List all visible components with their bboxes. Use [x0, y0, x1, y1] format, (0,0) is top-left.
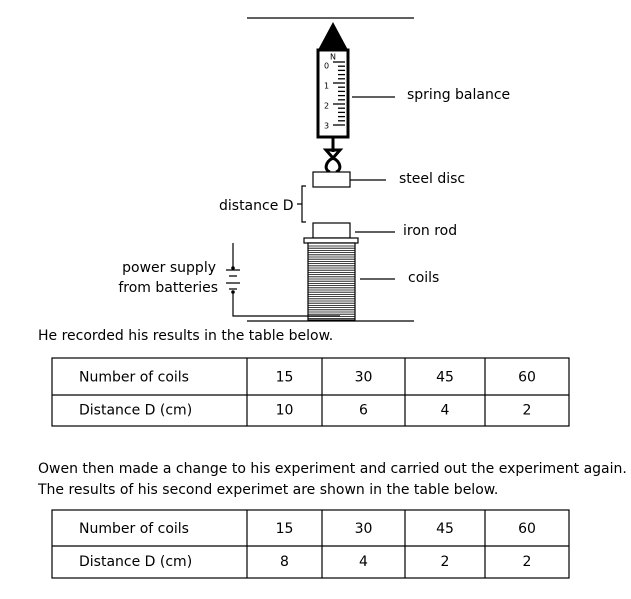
scale-unit: N [330, 53, 336, 62]
table: Number of coils 15 30 45 60 Distance D (cm) 10… [51, 357, 570, 427]
spring-balance [316, 48, 350, 139]
cell: 45 [436, 521, 454, 537]
table-border [51, 357, 570, 427]
paragraph: Owen then made a change to his experimen… [38, 461, 627, 477]
iron-rod [312, 222, 351, 239]
row-header: Distance D (cm) [79, 554, 192, 570]
cell: 30 [355, 521, 373, 537]
terminal [231, 266, 235, 270]
steel-disc [312, 171, 351, 188]
scale-number: 2 [324, 102, 329, 111]
paragraph: He recorded his results in the table bel… [38, 328, 333, 344]
battery-wire [226, 243, 340, 317]
cell: 4 [359, 554, 368, 570]
coil-flange [303, 237, 359, 244]
cell: 60 [518, 521, 536, 537]
coil-windings [308, 245, 355, 320]
label: spring balance [407, 87, 510, 103]
row-header: Number of coils [79, 370, 189, 386]
label: from batteries [118, 280, 218, 296]
cell: 10 [276, 403, 294, 419]
table-border [51, 509, 570, 579]
paragraph: The results of his second experimet are … [37, 482, 498, 498]
cell: 4 [441, 403, 450, 419]
cell: 2 [523, 403, 532, 419]
terminal [231, 290, 235, 294]
row-header: Distance D (cm) [79, 403, 192, 419]
cell: 45 [436, 370, 454, 386]
label: coils [408, 270, 439, 286]
cell: 2 [441, 554, 450, 570]
table: Number of coils 15 30 45 60 Distance D (cm) 8 4… [51, 509, 570, 579]
cell: 30 [355, 370, 373, 386]
label: steel disc [399, 171, 465, 187]
scale-number: 3 [324, 122, 329, 131]
label: distance D [219, 198, 294, 214]
label: iron rod [403, 223, 457, 239]
label: power supply [122, 260, 216, 276]
hook [322, 137, 344, 174]
scale-number: 0 [324, 62, 329, 71]
scale-number: 1 [324, 82, 329, 91]
cell: 15 [276, 370, 294, 386]
cell: 6 [359, 403, 368, 419]
bracket [297, 185, 306, 223]
cell: 60 [518, 370, 536, 386]
cell: 8 [280, 554, 289, 570]
label-lines [350, 96, 395, 280]
cell: 2 [523, 554, 532, 570]
row-header: Number of coils [79, 521, 189, 537]
balance-top [318, 22, 348, 50]
scale-ticks [333, 61, 345, 126]
cell: 15 [276, 521, 294, 537]
diagram: N 0 1 2 3 spring balance steel disc dist… [118, 17, 510, 322]
